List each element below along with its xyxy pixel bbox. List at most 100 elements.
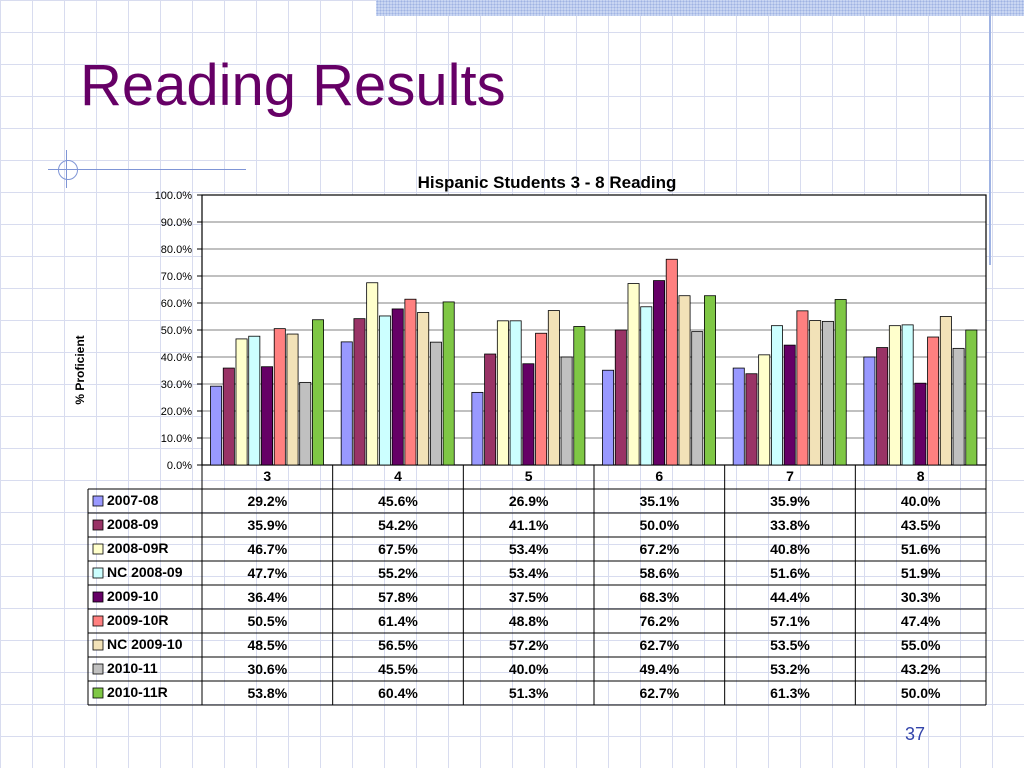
legend-series-name: 2010-11 (107, 660, 158, 676)
y-tick-label: 40.0% (161, 352, 192, 364)
data-label: 29.2% (247, 493, 287, 509)
title-ornament-circle (58, 160, 78, 180)
bar (286, 333, 299, 466)
legend-swatch (92, 543, 104, 555)
bar (261, 366, 274, 466)
data-label: 51.3% (509, 685, 549, 701)
y-tick-label: 10.0% (161, 433, 192, 445)
data-label: 40.0% (901, 493, 941, 509)
data-label: 62.7% (639, 637, 679, 653)
data-label: 56.5% (378, 637, 418, 653)
data-label: 57.2% (509, 637, 549, 653)
data-label: 61.4% (378, 613, 418, 629)
data-label: 50.0% (639, 517, 679, 533)
bar (939, 316, 952, 466)
data-label: 51.6% (770, 565, 810, 581)
bar (417, 312, 430, 466)
data-label: 43.2% (901, 661, 941, 677)
data-label: 60.4% (378, 685, 418, 701)
data-label: 41.1% (509, 517, 549, 533)
data-label: 47.7% (247, 565, 287, 581)
legend-swatch (92, 495, 104, 507)
bar (796, 310, 809, 466)
data-label: 30.6% (247, 661, 287, 677)
y-tick-label: 20.0% (161, 406, 192, 418)
data-label: 47.4% (901, 613, 941, 629)
data-label: 57.1% (770, 613, 810, 629)
legend-swatch (92, 615, 104, 627)
data-label: 35.9% (770, 493, 810, 509)
data-label: 45.5% (378, 661, 418, 677)
bar (442, 301, 455, 466)
bar (235, 338, 248, 466)
legend-swatch (92, 687, 104, 699)
legend-series-name: 2007-08 (107, 492, 159, 508)
legend-swatch (92, 591, 104, 603)
bar (535, 332, 548, 466)
bar (560, 356, 573, 466)
right-decoration-rule (989, 0, 991, 265)
legend-series-name: 2010-11R (107, 684, 168, 700)
data-label: 53.4% (509, 541, 549, 557)
bar (678, 295, 691, 466)
y-tick-label: 0.0% (167, 460, 192, 472)
data-label: 51.9% (901, 565, 941, 581)
bar (834, 299, 847, 466)
bar (914, 382, 927, 466)
data-label: 36.4% (247, 589, 287, 605)
bar (732, 367, 745, 466)
bar (222, 367, 235, 466)
data-label: 44.4% (770, 589, 810, 605)
data-label: 55.0% (901, 637, 941, 653)
slide-title: Reading Results (80, 53, 506, 118)
y-tick-label: 50.0% (161, 325, 192, 337)
bar (665, 258, 678, 466)
bar (704, 295, 716, 466)
bar (770, 325, 783, 466)
data-label: 62.7% (639, 685, 679, 701)
chart-title: Hispanic Students 3 - 8 Reading (418, 173, 677, 192)
bar (821, 320, 834, 466)
x-tick-label: 5 (525, 468, 533, 484)
bar (809, 320, 822, 466)
legend-swatch (92, 663, 104, 675)
data-label: 37.5% (509, 589, 549, 605)
data-label: 67.2% (639, 541, 679, 557)
y-tick-label: 80.0% (161, 244, 192, 256)
data-label: 76.2% (639, 613, 679, 629)
bar (429, 341, 442, 466)
data-label: 68.3% (639, 589, 679, 605)
x-tick-label: 8 (917, 468, 925, 484)
bar (888, 325, 901, 466)
bar (627, 283, 640, 466)
bar (614, 329, 627, 466)
bar (273, 328, 286, 466)
x-tick-label: 6 (655, 468, 663, 484)
bar (299, 381, 312, 466)
bar (691, 331, 704, 466)
bar (745, 373, 758, 466)
legend-swatch (92, 519, 104, 531)
title-underline (48, 169, 246, 170)
legend-swatch (92, 639, 104, 651)
y-tick-label: 60.0% (161, 298, 192, 310)
bar (312, 319, 324, 466)
data-label: 48.8% (509, 613, 549, 629)
x-tick-label: 7 (786, 468, 794, 484)
data-label: 30.3% (901, 589, 941, 605)
bar (573, 326, 586, 466)
bar (404, 298, 417, 466)
bar (602, 369, 615, 466)
x-tick-label: 3 (263, 468, 271, 484)
bar (391, 308, 404, 466)
bar (547, 310, 560, 466)
data-label: 49.4% (639, 661, 679, 677)
data-label: 43.5% (901, 517, 941, 533)
data-label: 67.5% (378, 541, 418, 557)
bar (965, 329, 978, 466)
y-tick-label: 70.0% (161, 271, 192, 283)
bar (496, 320, 509, 466)
bar (863, 356, 876, 466)
data-label: 26.9% (509, 493, 549, 509)
bar (210, 385, 223, 466)
